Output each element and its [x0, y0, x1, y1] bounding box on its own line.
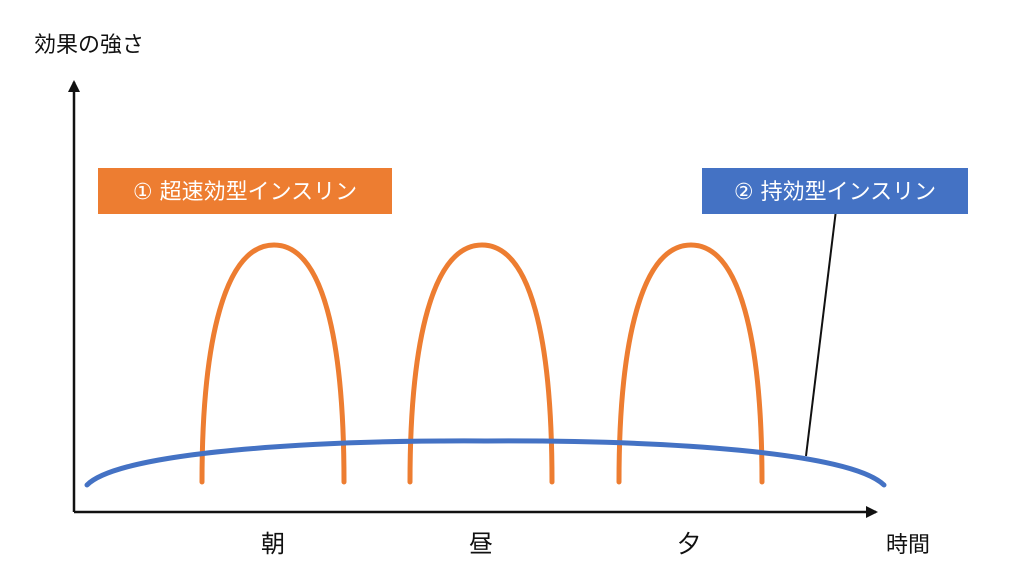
long-insulin-curve — [84, 438, 887, 488]
rapid-insulin-label-box — [98, 168, 392, 214]
long-insulin-label-box — [702, 168, 968, 214]
time-label-evening: 夕 — [677, 530, 701, 558]
time-label-noon: 昼 — [469, 530, 493, 558]
x-axis-label: 時間 — [886, 533, 930, 558]
rapid-insulin-curve-evening — [616, 242, 765, 485]
long-insulin-label: ② 持効型インスリン — [734, 180, 936, 205]
long-insulin-pointer-line — [805, 209, 837, 457]
rapid-insulin-curve-noon — [407, 242, 555, 485]
rapid-insulin-curve-morning — [199, 242, 347, 485]
rapid-insulin-label: ① 超速効型インスリン — [133, 180, 357, 205]
y-axis-label: 効果の強さ — [34, 33, 144, 58]
time-label-morning: 朝 — [261, 530, 285, 558]
